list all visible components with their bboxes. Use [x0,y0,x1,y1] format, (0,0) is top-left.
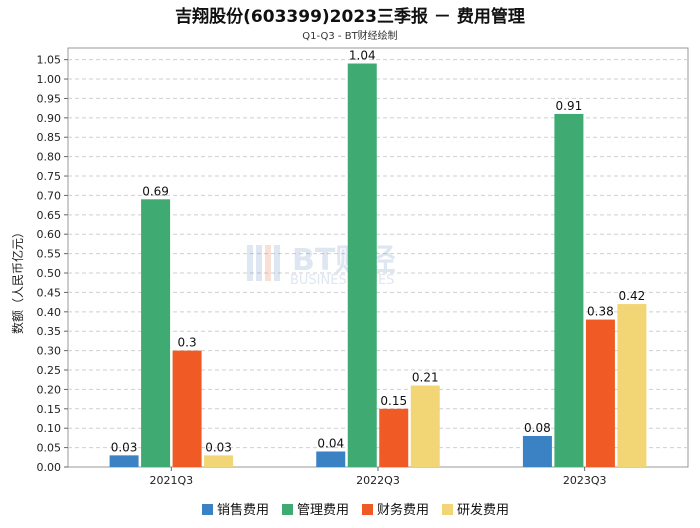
bar [379,408,409,467]
y-tick-label: 0.65 [37,209,62,222]
legend-label: 销售费用 [217,502,269,518]
data-label: 0.91 [556,99,583,113]
chart-subtitle: Q1-Q3 - BT财经绘制 [302,29,397,42]
data-label: 0.42 [619,289,646,303]
legend-label: 管理费用 [297,503,349,518]
y-tick-label: 0.50 [37,267,62,280]
watermark-main-text: BT财经 [292,243,395,278]
y-tick-label: 0.30 [37,345,62,358]
data-label: 0.08 [524,421,551,435]
bar [554,113,584,467]
data-label: 0.21 [412,371,439,385]
y-tick-label: 0.55 [37,248,62,261]
watermark-sub-text: BUSINESSTIMES [290,273,394,288]
chart-title: 吉翔股份(603399)2023三季报 － 费用管理 [175,6,525,27]
legend-swatch [202,504,213,515]
data-label: 1.04 [349,49,376,63]
bars: 0.03 0.69 0.3 0.03 0.04 1.04 0.15 0.21 0.08 0.91 0… [109,49,647,468]
legend-swatch [362,504,373,515]
bar [347,63,377,467]
y-tick-label: 0.90 [37,112,62,125]
data-label: 0.69 [142,184,169,198]
x-tick-label: 2022Q3 [356,474,400,487]
y-tick-label: 0.75 [37,170,62,183]
bar [204,455,234,467]
grid-lines [67,47,689,468]
y-tick-label: 0.00 [37,461,62,474]
data-label: 0.03 [205,440,232,454]
y-tick-label: 0.25 [37,364,62,377]
x-tick-label: 2023Q3 [563,474,607,487]
bar [585,319,615,467]
legend-swatch [442,504,453,515]
data-label: 0.15 [380,394,407,408]
bar [141,199,171,468]
y-tick-label: 0.20 [37,383,62,396]
y-axis: 0.00 0.05 0.10 0.15 0.20 0.25 0.30 0.35 0.40 0.45… [37,54,68,474]
y-tick-label: 0.10 [37,422,62,435]
bar [410,385,440,467]
y-tick-label: 0.35 [37,325,62,338]
legend-label: 研发费用 [457,502,509,518]
y-tick-label: 0.80 [37,151,62,164]
legend-swatch [282,504,293,515]
y-axis-label: 数额（人民币亿元） [10,226,25,334]
y-tick-label: 0.85 [37,131,62,144]
y-tick-label: 1.05 [37,54,62,67]
bar [316,451,346,467]
bar [617,304,647,467]
y-tick-label: 0.70 [37,189,62,202]
data-label: 0.3 [178,336,197,350]
data-label: 0.03 [111,440,138,454]
y-tick-label: 0.95 [37,92,62,105]
x-tick-label: 2021Q3 [150,474,194,487]
y-tick-label: 0.45 [37,286,62,299]
x-axis: 2021Q3 2022Q3 2023Q3 [150,467,607,487]
legend-label: 财务费用 [377,502,429,518]
bar [109,455,139,467]
y-tick-label: 0.40 [37,306,62,319]
y-tick-label: 1.00 [37,73,62,86]
y-tick-label: 0.05 [37,442,62,455]
data-label: 0.38 [587,305,614,319]
legend: 销售费用 管理费用 财务费用 研发费用 [202,502,509,518]
y-tick-label: 0.60 [37,228,62,241]
y-tick-label: 0.15 [37,403,62,416]
data-label: 0.04 [317,436,344,450]
bar [522,435,552,467]
bar [172,350,202,467]
